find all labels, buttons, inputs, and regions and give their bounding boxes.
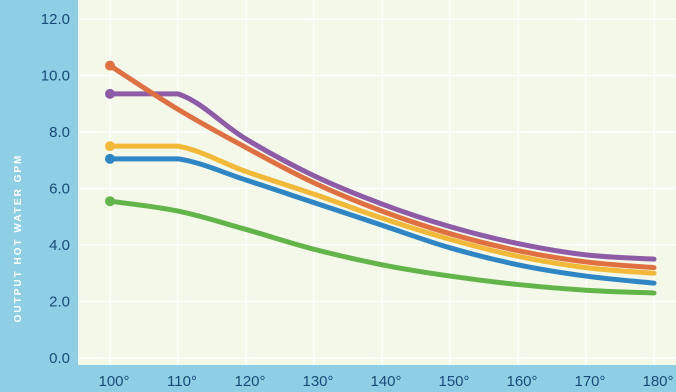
y-tick-label: 4.0 [49,237,70,254]
x-tick-label: 110° [167,373,197,390]
x-tick-label: 120° [234,373,265,390]
x-tick-label: 130° [302,373,333,390]
x-tick-label: 140° [370,373,401,390]
y-tick-label: 0.0 [49,350,70,367]
series-start-marker-1 [105,88,115,99]
y-axis-title: OUTPUT HOT WATER GPM [13,154,24,323]
y-tick-label: 2.0 [49,294,70,311]
y-tick-label: 12.0 [41,11,70,28]
series-line-5 [107,198,657,296]
series-line-1 [107,91,657,262]
series-line-2 [107,63,657,271]
series-line-3 [107,143,657,276]
series-start-marker-3 [105,141,115,152]
series-start-marker-2 [105,60,115,71]
x-axis-ticks: 100° 110° 120° 130° 140° 150° 160° 170° 180° [98,373,673,390]
grid [78,0,676,365]
x-tick-label: 160° [506,373,537,390]
y-axis-ticks: 0.0 2.0 4.0 6.0 8.0 10.0 12.0 [41,11,70,367]
series-layer [105,60,657,296]
series-line-4 [107,156,657,286]
x-tick-label: 100° [98,373,129,390]
x-tick-label: 170° [574,373,605,390]
y-tick-label: 8.0 [49,124,70,141]
x-tick-label: 180° [642,373,673,390]
series-start-marker-4 [105,153,115,164]
series-start-marker-5 [105,196,115,207]
y-tick-label: 10.0 [41,68,70,85]
y-tick-label: 6.0 [49,181,70,198]
x-tick-label: 150° [438,373,469,390]
